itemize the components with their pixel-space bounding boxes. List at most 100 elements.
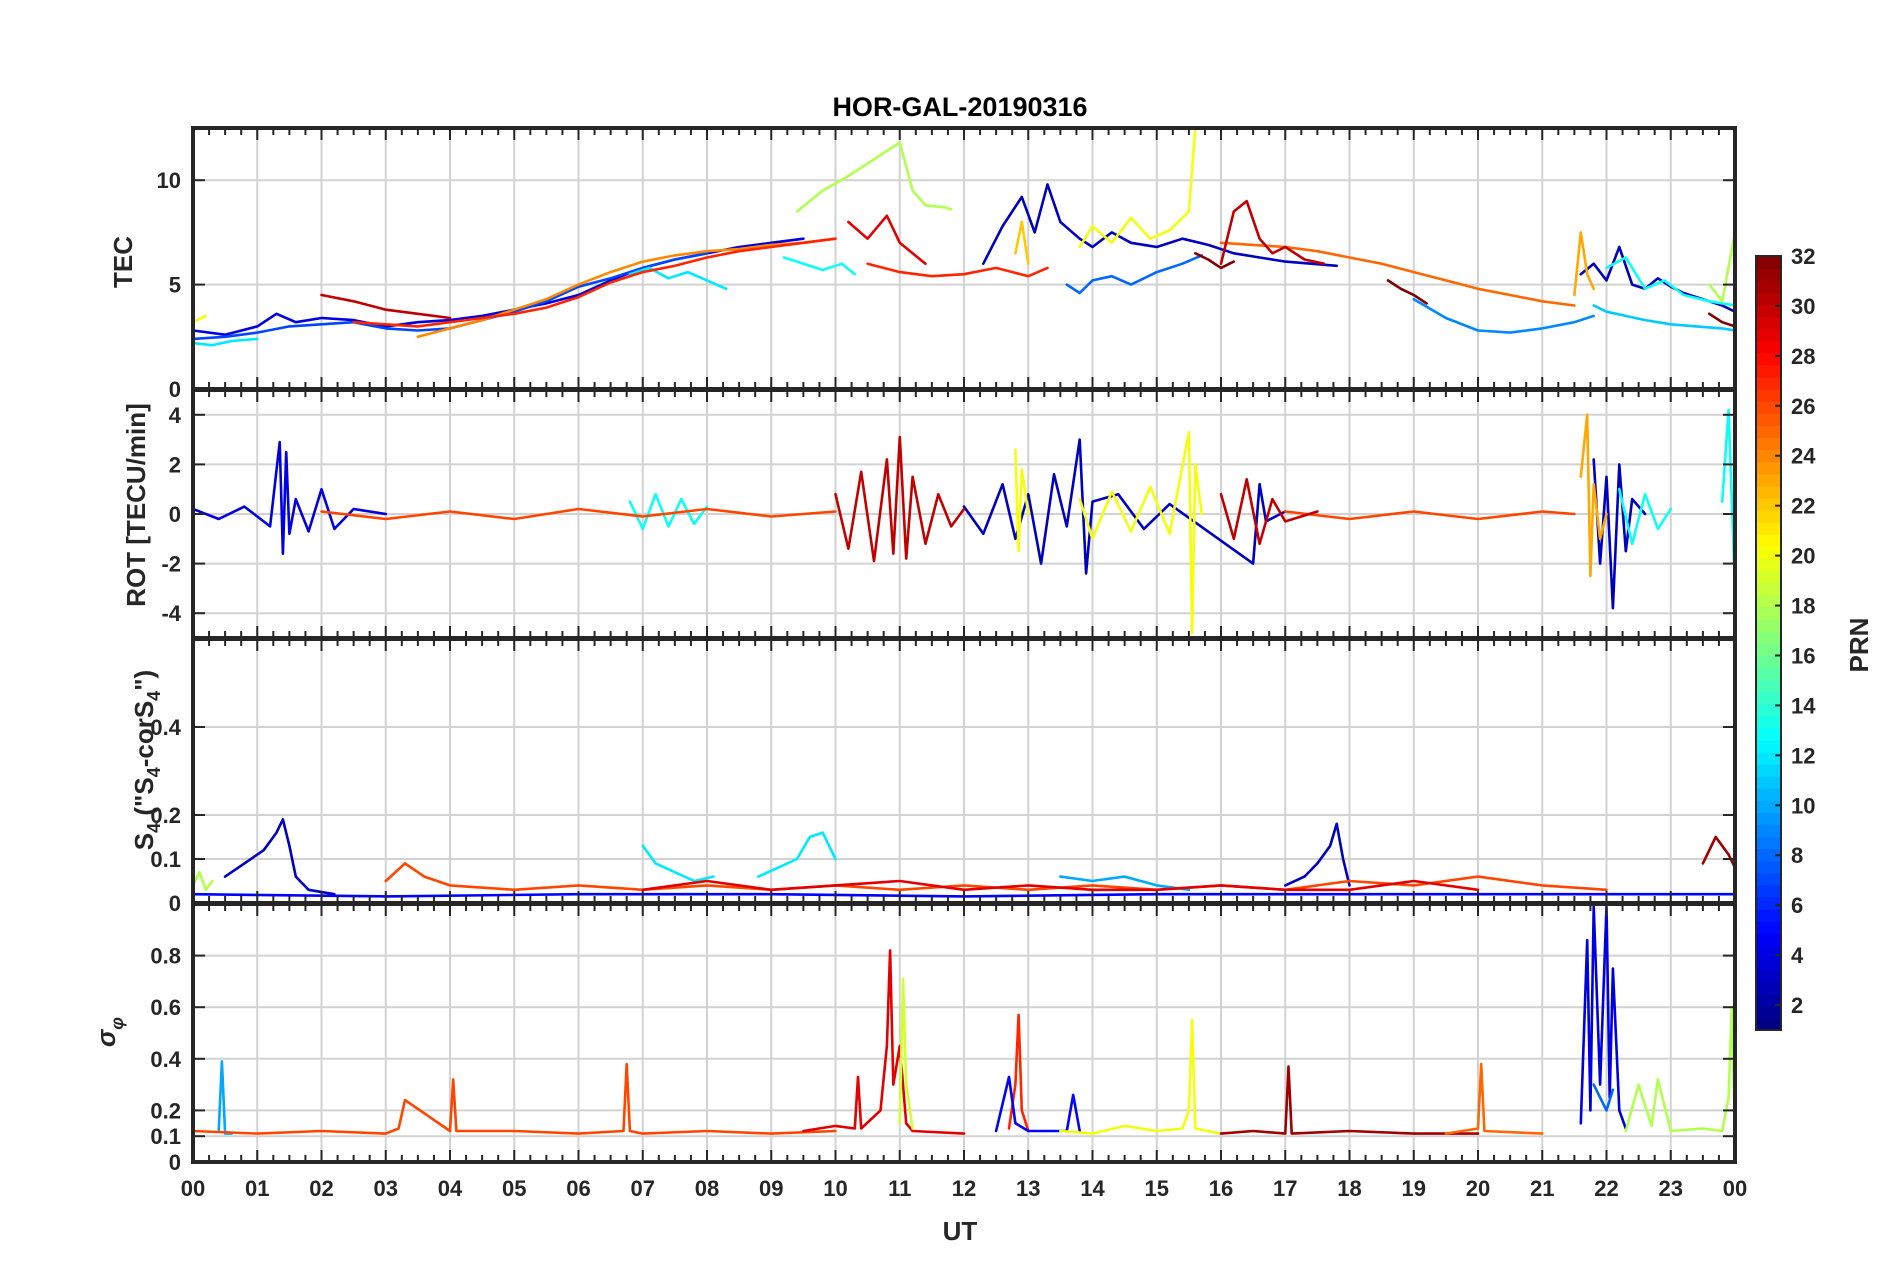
colorbar-swatch (1756, 1005, 1781, 1019)
x-tick-label: 02 (309, 1176, 333, 1201)
colorbar-swatch (1756, 473, 1781, 487)
colorbar-swatch (1756, 570, 1781, 584)
colorbar-tick-label: 24 (1791, 444, 1816, 469)
sigphi-series-prn-26 (193, 1062, 837, 1135)
tec-series-prn-32 (1708, 312, 1735, 328)
tec-series-prn-13 (782, 256, 857, 276)
x-tick-label: 19 (1402, 1176, 1426, 1201)
colorbar-swatch (1756, 848, 1781, 862)
sigphi-series-prn-20 (1059, 1018, 1223, 1135)
x-tick-label: 11 (888, 1176, 911, 1201)
colorbar-swatch (1756, 509, 1781, 523)
tec-series-prn-18 (795, 141, 953, 213)
colorbar-label: PRN (1844, 618, 1874, 673)
colorbar-swatch (1756, 485, 1781, 499)
panel-rot: -4 -2 0 2 4 (161, 388, 1737, 640)
colorbar-swatch (1756, 860, 1781, 874)
colorbar-swatch (1756, 352, 1781, 366)
tec-y-tick-label: 0 (169, 377, 181, 402)
sigphi-y-tick-label: 0.8 (150, 944, 181, 969)
colorbar-swatch (1756, 1017, 1781, 1031)
tec-series-prn-20 (1078, 128, 1197, 249)
s4-series-prn-18 (193, 870, 214, 892)
sigphi-series-prn-19 (898, 977, 914, 1130)
colorbar-tick-label: 22 (1791, 494, 1815, 519)
rot-series-prn-13 (628, 492, 709, 531)
s4-series-prn-29 (641, 879, 1480, 892)
x-tick-label: 16 (1209, 1176, 1233, 1201)
tec-series-group (193, 128, 1735, 347)
tec-y-axis-label: TEC (108, 236, 138, 288)
colorbar-swatch (1756, 715, 1781, 729)
rot-series-prn-13 (1720, 408, 1735, 590)
colorbar-swatch (1756, 800, 1781, 813)
sigphi-series-prn-29 (802, 949, 966, 1135)
colorbar-swatch (1756, 425, 1781, 439)
x-tick-label: 00 (181, 1176, 205, 1201)
colorbar-swatch (1756, 945, 1781, 959)
rot-y-tick-label: -2 (161, 552, 181, 577)
colorbar-swatch (1756, 256, 1781, 269)
colorbar-swatch (1756, 788, 1781, 801)
tec-series-prn-12 (628, 266, 728, 291)
colorbar-swatch (1756, 921, 1781, 934)
colorbar-tick-label: 2 (1791, 993, 1803, 1018)
x-tick-label: 12 (952, 1176, 976, 1201)
x-tick-label: 14 (1080, 1176, 1105, 1201)
colorbar-swatch (1756, 836, 1781, 850)
tec-series-prn-32 (1194, 252, 1236, 270)
x-tick-label: 15 (1145, 1176, 1169, 1201)
x-tick-label: 22 (1594, 1176, 1618, 1201)
rot-series-prn-20 (1078, 430, 1203, 635)
colorbar-swatch (1756, 437, 1781, 451)
sigphi-y-axis-label: σφ (91, 1017, 127, 1047)
rot-y-tick-label: 4 (169, 403, 182, 428)
tec-series-prn-27 (866, 262, 1049, 278)
panel-sigphi: 00.10.2 0.4 0.6 0.8 (150, 902, 1737, 1175)
x-tick-label: 06 (566, 1176, 590, 1201)
s4-series-prn-10 (1059, 875, 1191, 892)
colorbar-swatch (1756, 727, 1781, 741)
sigphi-y-tick-label: 0.4 (150, 1047, 181, 1072)
tec-series-prn-13 (1605, 256, 1735, 307)
panel-s4: 0 0.1 0.2 0.4 (150, 637, 1737, 916)
panel-tec: 0 5 10 (157, 126, 1737, 402)
colorbar-swatch (1756, 872, 1781, 886)
tec-series-prn-8 (1065, 254, 1203, 295)
colorbar-swatch (1756, 618, 1781, 632)
x-tick-label: 10 (823, 1176, 847, 1201)
colorbar-swatch (1756, 739, 1781, 753)
colorbar-swatch (1756, 401, 1781, 414)
sigphi-series-prn-5 (994, 1075, 1081, 1133)
rot-y-tick-label: 2 (169, 452, 181, 477)
colorbar-tick-label: 16 (1791, 643, 1815, 668)
tec-series-prn-9 (1412, 297, 1595, 334)
rot-y-tick-label: 0 (169, 502, 181, 527)
tec-series-prn-27 (352, 237, 837, 328)
colorbar-swatch (1756, 776, 1781, 789)
tec-series-prn-12 (193, 337, 259, 347)
colorbar-swatch (1756, 667, 1781, 680)
tec-series-prn-11 (1592, 304, 1735, 332)
colorbar-swatch (1756, 389, 1781, 402)
colorbar-swatch (1756, 909, 1781, 922)
s4-y-axis-label: S4 ("S4-corS4") (129, 670, 164, 850)
tec-series-prn-32 (1386, 279, 1428, 305)
colorbar-tick-label: 4 (1791, 943, 1804, 968)
sigphi-series-prn-8 (1592, 1083, 1615, 1112)
x-tick-label: 23 (1659, 1176, 1683, 1201)
colorbar-swatch (1756, 340, 1781, 354)
tec-series-prn-29 (847, 214, 927, 266)
s4-series-prn-12 (757, 831, 837, 878)
colorbar-tick-label: 28 (1791, 344, 1815, 369)
x-axis-label: UT (943, 1216, 978, 1246)
rot-series-prn-3 (1592, 458, 1647, 610)
sigphi-y-tick-label: 0.2 (150, 1098, 181, 1123)
tec-series-prn-3 (981, 183, 1338, 268)
x-tick-label: 21 (1530, 1176, 1554, 1201)
colorbar-tick-label: 20 (1791, 544, 1815, 569)
x-tick-label: 04 (438, 1176, 463, 1201)
colorbar-tick-label: 10 (1791, 793, 1815, 818)
